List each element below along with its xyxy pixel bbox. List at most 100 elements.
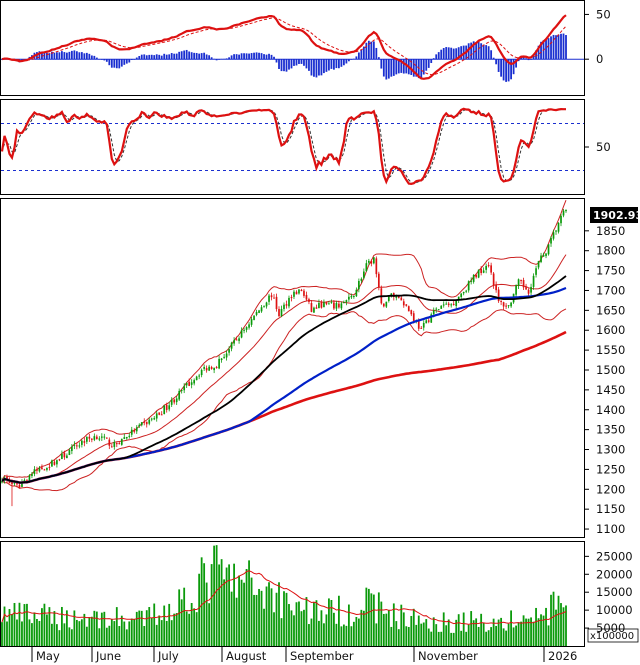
macd-histogram-bar [452,48,455,60]
candle-body [238,338,240,341]
macd-histogram-bar [230,55,233,60]
candle-body [98,438,101,440]
macd-line [1,14,567,80]
candle-body [250,319,253,325]
macd-histogram-bar [402,59,405,74]
price-axis-label: 1450 [596,383,625,397]
candle-body [205,368,208,371]
volume-bar [460,630,463,646]
volume-bar [210,564,213,646]
macd-histogram-bar [323,59,325,74]
candle-body [565,209,567,212]
volume-bar [56,624,58,646]
macd-histogram-bar [275,59,278,63]
volume-bar [235,597,238,646]
macd-histogram-bar [330,59,333,69]
macd-histogram-bar [333,59,335,70]
macd-histogram-bar [445,47,448,60]
volume-bar [395,621,398,646]
macd-histogram-bar [210,57,213,60]
volume-bar [165,620,168,646]
volume-bar [540,614,542,646]
candle-body [210,367,213,370]
volume-bar [168,603,171,646]
candle-body [557,222,560,232]
volume-bar [98,628,101,646]
volume-bar [437,631,440,646]
candle-body [138,424,141,427]
candle-body [545,253,547,257]
volume-bar [195,612,198,646]
candle-body [135,427,138,432]
candle-body [145,421,148,425]
candle-body [462,291,465,294]
volume-bar [527,618,530,646]
candle-body [405,304,408,306]
volume-bar [13,602,16,646]
volume-bar [522,615,525,646]
macd-histogram-bar [395,59,398,75]
volume-bar [320,610,323,646]
volume-bar [407,627,410,646]
macd-histogram-bar [128,59,131,63]
candle-body [412,313,415,321]
volume-bar [105,627,108,646]
candle-body [76,445,78,447]
volume-bar [427,628,430,646]
macd-histogram-bar [75,51,78,60]
volume-bar [155,624,158,646]
candle-body [36,469,38,471]
candle-body [283,304,285,309]
macd-histogram-bar [133,59,136,60]
candle-body [125,436,128,439]
candle-body [48,466,51,468]
volume-bar [208,603,211,646]
macd-histogram-bar [492,57,495,60]
volume-bar [375,623,378,646]
candle-body [178,390,181,400]
candle-body [158,412,161,415]
volume-bar [497,619,500,646]
candle-body [16,482,18,485]
candle-body [300,289,303,292]
volume-bar [542,615,545,646]
volume-bar [203,563,206,646]
price-axis-label: 1200 [596,482,625,496]
month-label: July [157,649,179,663]
candle-body [400,297,403,301]
candle-body [173,399,176,403]
volume-bar [323,623,325,646]
candle-body [427,320,430,322]
candle-body [502,302,505,307]
candle-body [258,310,260,313]
macd-histogram-bar [370,41,373,60]
candle-body [467,281,470,291]
volume-bar [68,627,71,646]
candle-body [457,296,460,301]
macd-histogram-bar [203,52,206,60]
volume-unit-box [587,628,639,643]
volume-bar [340,626,343,646]
candle-body [542,254,545,257]
candle-body [270,295,273,298]
macd-histogram-bar [163,53,166,60]
volume-bar [143,626,146,646]
candle-body [358,280,360,290]
macd-histogram-bar [90,55,93,60]
candle-body [245,327,248,330]
candle-body [195,376,198,381]
volume-bar [367,588,370,646]
volume-bar [190,603,193,646]
macd-histogram-bar [280,59,283,72]
volume-bar [565,605,567,646]
volume-bar [552,591,555,646]
macd-histogram-bar [155,54,158,60]
candle-body [500,300,502,302]
volume-bar [452,632,455,646]
macd-histogram-bar [440,49,443,60]
volume-bar [370,593,373,646]
volume-bar [103,611,106,646]
volume-bar [113,621,116,646]
macd-histogram-bar [517,59,520,62]
volume-bar [273,612,275,646]
